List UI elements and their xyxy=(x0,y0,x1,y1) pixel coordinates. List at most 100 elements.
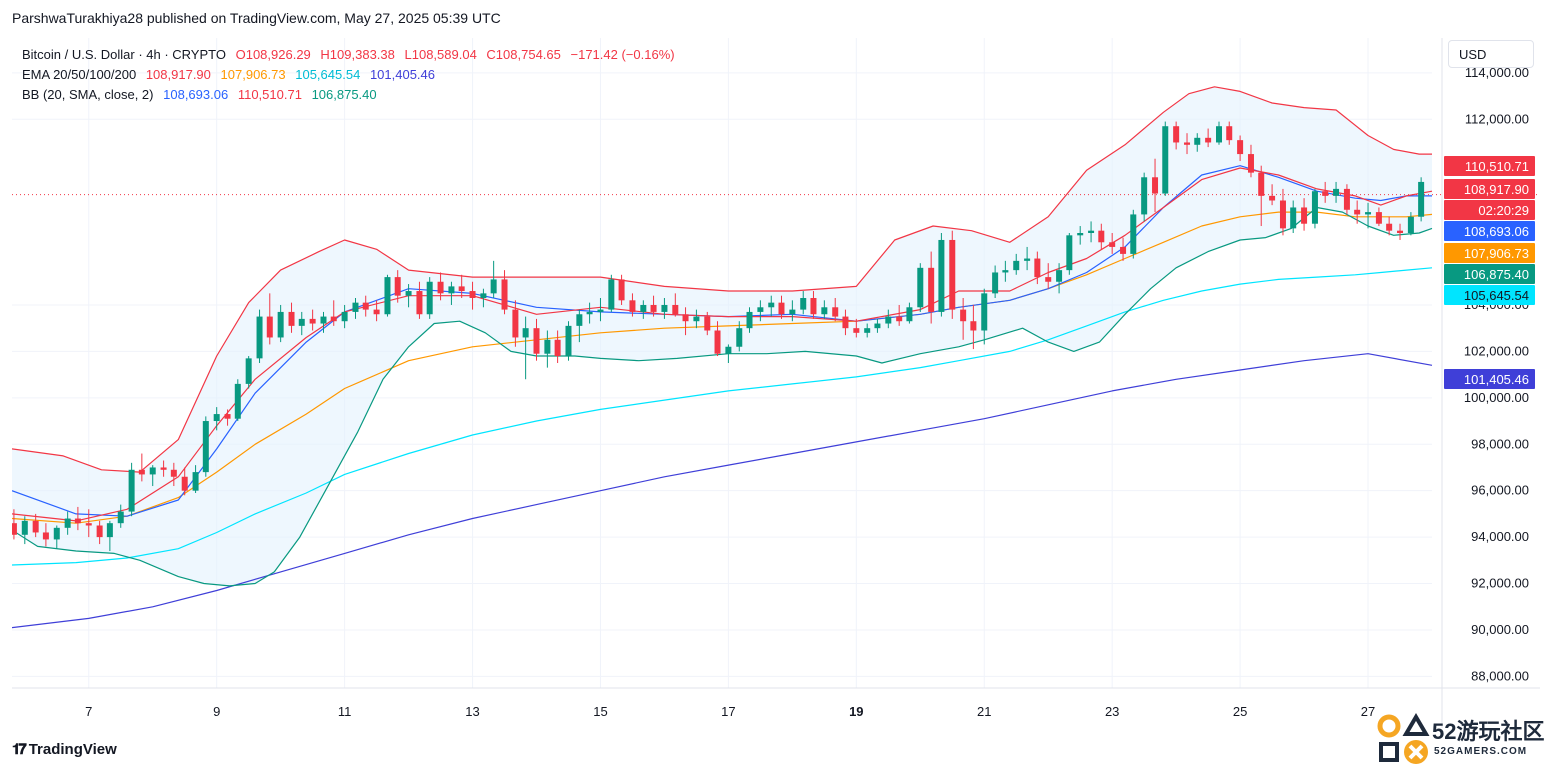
candle-body xyxy=(1216,126,1222,143)
candle-body xyxy=(64,518,71,528)
y-tick-label: 98,000.00 xyxy=(1471,436,1529,451)
price-tag-bb-lower-bg xyxy=(1444,264,1535,284)
candle-body xyxy=(1375,212,1382,224)
candle-body xyxy=(181,476,188,491)
candle-body xyxy=(138,469,145,475)
price-tag-countdown: 02:20:29 xyxy=(1478,203,1529,218)
candle-body xyxy=(1002,270,1009,273)
price-tag-bb-upper-bg xyxy=(1444,156,1535,176)
candle-body xyxy=(1311,191,1318,224)
candle-body xyxy=(373,309,380,315)
candle-body xyxy=(618,279,625,301)
price-tag-ema100: 105,645.54 xyxy=(1464,288,1529,303)
candle-body xyxy=(21,520,28,535)
candle-body xyxy=(693,316,700,322)
candle-body xyxy=(12,523,17,535)
watermark: 52游玩社区 52GAMERS.COM xyxy=(1376,712,1546,768)
price-chart[interactable]: 88,000.00 90,000.00 92,000.00 94,000.00 96,0… xyxy=(12,38,1540,728)
candle-body xyxy=(778,302,785,315)
candle-body xyxy=(405,291,412,296)
candle-body xyxy=(672,304,679,315)
candle-body xyxy=(810,298,817,315)
price-tag-ema200-bg xyxy=(1444,369,1535,389)
x-tick-label: 11 xyxy=(338,704,352,719)
candle-body xyxy=(1098,230,1105,243)
candle-body xyxy=(1066,235,1073,271)
legend-ema-label: EMA 20/50/100/200 xyxy=(22,67,137,82)
candle-body xyxy=(1173,126,1180,143)
candle-body xyxy=(437,281,444,294)
tradingview-logo-icon: 𝟏𝟕 xyxy=(12,741,27,758)
candle-body xyxy=(202,421,209,473)
candle-body xyxy=(1184,142,1191,145)
currency-selector[interactable]: USD xyxy=(1448,40,1534,68)
candle-body xyxy=(704,316,711,331)
x-tick-label: 23 xyxy=(1105,704,1119,719)
candle-body xyxy=(277,311,284,338)
legend-ohlc-row[interactable]: Bitcoin / U.S. Dollar · 4h · CRYPTO O108… xyxy=(22,45,675,65)
candle-body xyxy=(821,307,828,315)
x-tick-label: 21 xyxy=(977,704,991,719)
candle-body xyxy=(1365,212,1372,215)
candle-body xyxy=(256,316,263,359)
legend-close: C108,754.65 xyxy=(486,47,561,62)
candle-body xyxy=(384,277,391,315)
y-tick-label: 90,000.00 xyxy=(1471,622,1529,637)
candle-body xyxy=(245,358,252,384)
legend-bb-row[interactable]: BB (20, SMA, close, 2) 108,693.06 110,51… xyxy=(22,85,675,105)
candle-body xyxy=(565,325,572,357)
candle-body xyxy=(1301,207,1308,224)
candle-body xyxy=(32,520,39,533)
legend-change: −171.42 (−0.16%) xyxy=(570,47,675,62)
candle-body xyxy=(1024,258,1031,261)
candle-body xyxy=(768,302,775,308)
candle-body xyxy=(1418,181,1425,217)
candle-body xyxy=(426,281,433,315)
candle-body xyxy=(800,298,807,310)
candle-body xyxy=(714,330,721,354)
tradingview-logo[interactable]: 𝟏𝟕 TradingView xyxy=(12,741,117,758)
candle-body xyxy=(416,291,423,315)
y-tick-label: 102,000.00 xyxy=(1464,343,1529,358)
candle-body xyxy=(320,316,327,324)
x-tick-label: 9 xyxy=(213,704,220,719)
price-tag-bb-lower: 106,875.40 xyxy=(1464,267,1529,282)
legend-symbol: Bitcoin / U.S. Dollar · 4h · CRYPTO xyxy=(22,47,226,62)
candle-body xyxy=(469,291,476,298)
candle-body xyxy=(650,304,657,312)
price-tag-ema200: 101,405.46 xyxy=(1464,372,1529,387)
x-tick-label: 25 xyxy=(1233,704,1247,719)
y-tick-label: 114,000.00 xyxy=(1465,65,1529,80)
candle-body xyxy=(1013,260,1020,271)
price-tag-ema50: 107,906.73 xyxy=(1464,246,1529,261)
candle-body xyxy=(640,304,647,312)
candle-body xyxy=(608,279,615,310)
candle-body xyxy=(832,307,839,317)
price-tag-ema20-bg xyxy=(1444,179,1535,199)
candle-body xyxy=(458,286,465,292)
legend-bb-lower: 106,875.40 xyxy=(311,87,377,102)
legend-bb-upper: 110,510.71 xyxy=(237,87,302,102)
bb-upper-line xyxy=(12,86,1432,473)
legend-bb-basis: 108,693.06 xyxy=(163,87,229,102)
candle-body xyxy=(224,414,231,419)
price-tag-ema20: 108,917.90 xyxy=(1464,182,1529,197)
y-tick-label: 94,000.00 xyxy=(1471,529,1529,544)
candle-body xyxy=(1237,140,1244,155)
candle-body xyxy=(1269,195,1276,201)
candle-body xyxy=(1109,242,1116,247)
candle-body xyxy=(554,339,561,357)
y-tick-label: 92,000.00 xyxy=(1471,576,1529,591)
legend-ema-row[interactable]: EMA 20/50/100/200 108,917.90 107,906.73 … xyxy=(22,65,675,85)
legend-high: H109,383.38 xyxy=(320,47,395,62)
chart-legend: Bitcoin / U.S. Dollar · 4h · CRYPTO O108… xyxy=(22,45,675,105)
candle-body xyxy=(1120,246,1127,254)
candle-body xyxy=(1152,177,1159,194)
watermark-name: 52游玩社区 xyxy=(1432,719,1545,744)
candle-body xyxy=(949,239,956,310)
candle-body xyxy=(1279,200,1286,229)
candle-body xyxy=(85,523,92,526)
x-tick-label: 15 xyxy=(593,704,607,719)
price-tag-bb-basis-bg xyxy=(1444,221,1535,241)
candle-body xyxy=(533,328,540,354)
